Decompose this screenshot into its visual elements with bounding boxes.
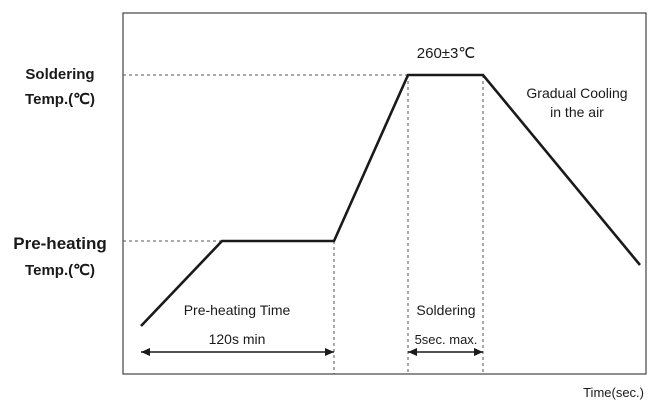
temperature-profile-line (140, 73, 642, 327)
preheat-time-label-line2: 120s min (209, 331, 266, 347)
x-axis-label: Time(sec.) (583, 385, 644, 400)
cooling-label-line2: in the air (550, 104, 604, 120)
soldering-time-label-line1: Soldering (416, 302, 475, 318)
peak-temp-label: 260±3℃ (417, 45, 475, 62)
cooling-label-line1: Gradual Cooling (526, 85, 627, 101)
soldering-temp-label-line2: Temp.(℃) (25, 91, 95, 108)
preheat-temp-label-line1: Pre-heating (13, 234, 107, 253)
soldering-temp-label-line1: Soldering (25, 66, 94, 83)
preheat-temp-label-line2: Temp.(℃) (25, 262, 95, 279)
preheat-time-label-line1: Pre-heating Time (184, 302, 291, 318)
plot-frame (122, 12, 647, 375)
soldering-time-label-line2: 5sec. max. (415, 332, 478, 347)
